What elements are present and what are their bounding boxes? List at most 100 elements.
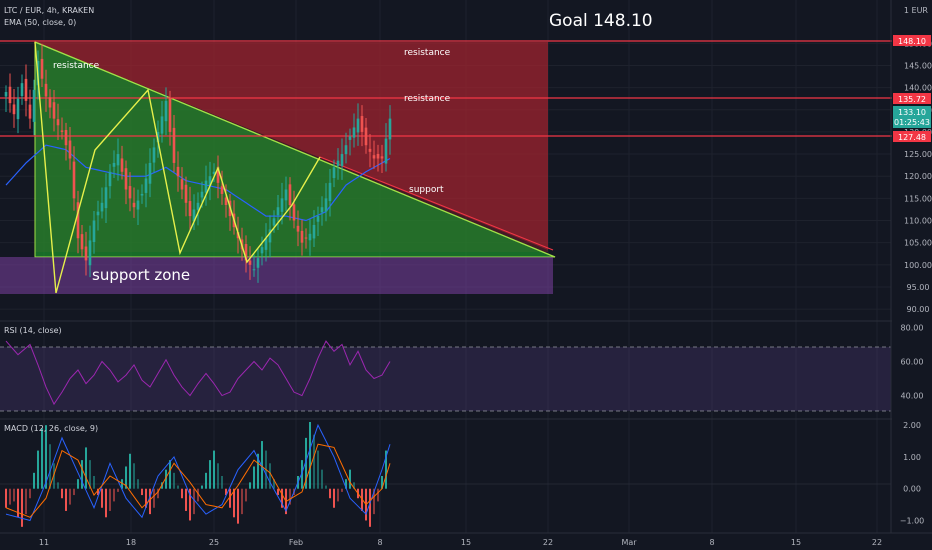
time-tick-label: 25 [209, 538, 219, 547]
candle-body [116, 154, 120, 166]
candle-body [92, 220, 96, 243]
last-price-tag [893, 106, 931, 128]
candle-body [84, 246, 88, 261]
countdown-text: 01:25:43 [894, 118, 930, 127]
macd-axis-ticks: −1.00 0.00 1.00 2.00 [900, 421, 925, 525]
rsi-legend[interactable]: RSI (14, close) [4, 326, 62, 335]
candle-body [256, 258, 260, 268]
rsi-polyline [5, 340, 391, 406]
candle-body [72, 161, 76, 199]
candle-body [388, 118, 392, 140]
candle-body [24, 78, 28, 101]
candle-body [64, 129, 68, 146]
support-zone-box [0, 257, 553, 294]
macd-hist-bar [281, 488, 283, 508]
time-tick-label: 8 [709, 538, 714, 547]
candle-body [44, 83, 48, 97]
candle-body [336, 160, 340, 166]
resistance-box [35, 42, 548, 250]
time-tick-label: Feb [289, 538, 303, 547]
candle-body [352, 127, 356, 138]
macd-legend[interactable]: MACD (12, 26, close, 9) [4, 424, 98, 433]
macd-hist-bar [217, 463, 219, 489]
signal-polyline [5, 443, 391, 518]
last-price-text: 133.10 [898, 108, 926, 117]
candle-body [188, 201, 192, 217]
price-tick-label: 110.00 [904, 217, 932, 226]
macd-hist-bar [197, 488, 199, 502]
macd-hist-bar [37, 450, 39, 489]
candle-body [356, 118, 360, 133]
macd-tick-label: 0.00 [903, 485, 921, 494]
macd-hist-bar [369, 488, 371, 527]
candle-body [376, 153, 380, 159]
macd-hist-bar [213, 450, 215, 489]
macd-tick-label: 2.00 [903, 421, 921, 430]
rsi-axis-ticks: 40.00 60.00 80.00 [901, 323, 924, 400]
macd-hist-bar [257, 453, 259, 489]
candle-body [308, 233, 312, 241]
macd-hist-bar [153, 488, 155, 508]
candle-body [384, 138, 388, 164]
candle-body [268, 229, 272, 243]
candle-body [124, 168, 128, 190]
candle-body [96, 211, 100, 216]
candle-body [216, 167, 220, 183]
macd-hist-bar [61, 488, 63, 499]
candle-body [8, 86, 12, 104]
macd-hist-bar [93, 476, 95, 489]
macd-hist-bar [377, 488, 379, 502]
macd-hist-bar [269, 463, 271, 489]
candle-body [12, 104, 16, 115]
macd-hist-bar [233, 488, 235, 518]
macd-hist-bar [181, 488, 183, 499]
candle-body [68, 140, 72, 159]
candle-body [288, 184, 292, 206]
macd-hist-bar [145, 488, 147, 508]
macd-hist-bar [345, 479, 347, 489]
candle-body [196, 202, 200, 210]
candle-body [260, 247, 264, 254]
price-axis-bg[interactable] [892, 0, 932, 533]
macd-hist-bar [9, 488, 11, 505]
macd-hist-bar [245, 488, 247, 502]
price-tick-label: 90.00 [907, 305, 930, 314]
macd-hist-bar [33, 472, 35, 489]
ema-legend[interactable]: EMA (50, close, 0) [4, 18, 76, 27]
macd-hist-bar [381, 476, 383, 489]
candle-body [52, 102, 56, 119]
resistance-price-text: 135.72 [898, 95, 926, 104]
goal-label: Goal 148.10 [549, 11, 653, 31]
candle-body [220, 186, 224, 194]
candle-body [32, 89, 36, 122]
candle-body [360, 116, 364, 132]
price-tick-label: 105.00 [904, 239, 932, 248]
macd-hist-bar [45, 425, 47, 489]
macd-hist-bar [69, 488, 71, 505]
candle-body [332, 167, 336, 178]
time-axis[interactable]: 11 18 25 Feb 8 15 22 Mar 8 15 22 [39, 538, 882, 547]
macd-hist-bar [273, 479, 275, 489]
currency-label: 1 EUR [904, 6, 929, 15]
candle-body [344, 145, 348, 155]
macd-hist-bar [277, 488, 279, 496]
candle-body [372, 155, 376, 159]
macd-hist-bar [249, 482, 251, 489]
candle-body [172, 127, 176, 163]
candle-body [168, 97, 172, 132]
macd-hist-bar [333, 488, 335, 508]
macd-hist-bar [41, 428, 43, 489]
macd-hist-bar [313, 434, 315, 489]
time-tick-label: 18 [126, 538, 136, 547]
macd-hist-bar [353, 482, 355, 489]
time-tick-label: Mar [621, 538, 637, 547]
macd-hist-bar [57, 482, 59, 489]
candle-body [140, 193, 144, 196]
candle-body [328, 182, 332, 202]
macd-hist-bar [65, 488, 67, 511]
macd-hist-bar [373, 488, 375, 515]
macd-hist-bar [109, 488, 111, 511]
symbol-title[interactable]: LTC / EUR, 4h, KRAKEN [4, 6, 94, 15]
macd-hist-bar [165, 469, 167, 489]
